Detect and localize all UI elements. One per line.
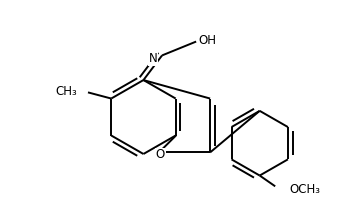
Text: O: O bbox=[156, 148, 165, 161]
Text: OH: OH bbox=[198, 34, 216, 46]
Text: N: N bbox=[148, 52, 157, 65]
Text: CH₃: CH₃ bbox=[55, 85, 77, 98]
Text: OCH₃: OCH₃ bbox=[289, 183, 320, 196]
